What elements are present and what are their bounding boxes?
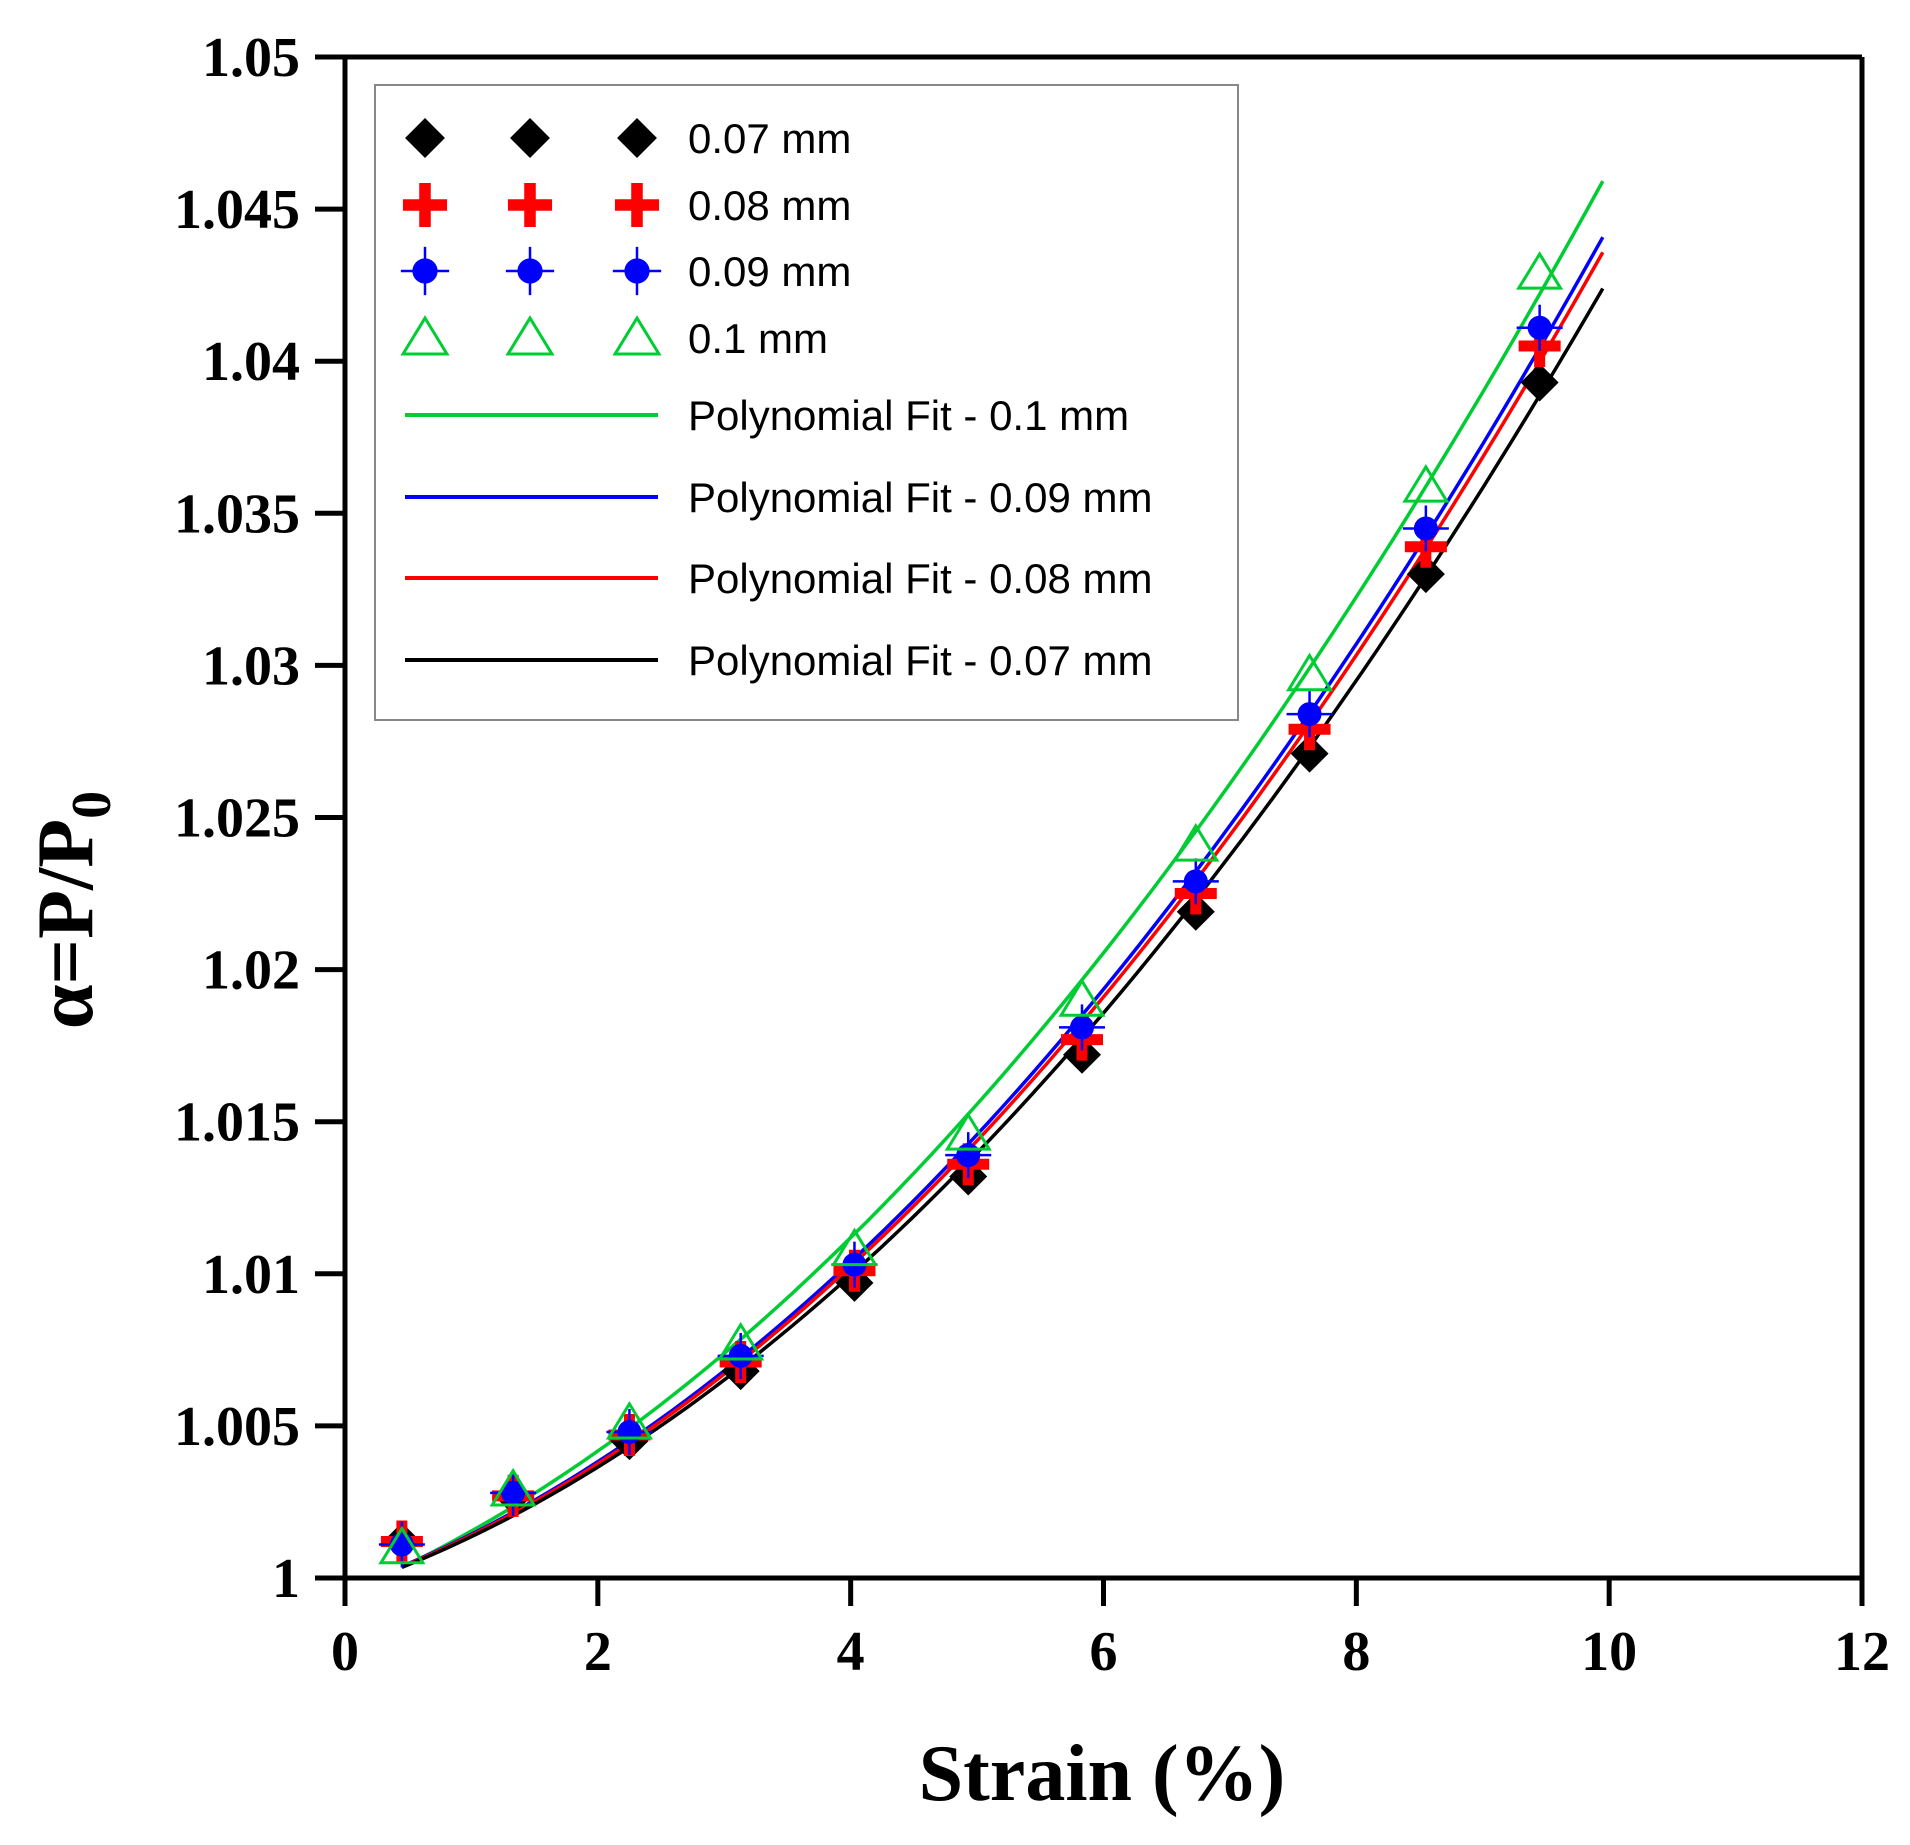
- point-s3-7: [1172, 823, 1220, 862]
- legend-marker-1-1: [507, 182, 553, 228]
- legend: 0.07 mm 0.08 mm 0.09 mm 0.1 mm Polynomial Fi…: [374, 84, 1239, 721]
- y-tick-label-10: 1.05: [202, 27, 300, 89]
- point-s2-8: [1286, 691, 1333, 738]
- y-tick-label-4: 1.02: [202, 940, 300, 1002]
- y-axis-title-subscript: 0: [61, 791, 123, 819]
- point-s2-10: [1516, 304, 1563, 351]
- x-tick-label-3: 6: [1090, 1621, 1118, 1683]
- point-s2-2-dot: [617, 1419, 642, 1444]
- point-s2-3: [717, 1332, 764, 1379]
- point-s2-1: [490, 1469, 537, 1516]
- legend-fit-label-1: Polynomial Fit - 0.09 mm: [688, 474, 1152, 521]
- legend-label-2: 0.09 mm: [688, 248, 851, 295]
- y-tick-label-7: 1.035: [174, 483, 300, 545]
- point-s3-3: [717, 1321, 765, 1361]
- x-tick-label-2: 4: [837, 1621, 865, 1683]
- point-s2-1-dot: [501, 1480, 526, 1505]
- legend-fit-label-0: Polynomial Fit - 0.1 mm: [688, 392, 1129, 439]
- legend-label-3: 0.1 mm: [688, 315, 828, 362]
- point-s3-5: [944, 1111, 992, 1151]
- legend-marker-0-1: [510, 118, 550, 158]
- point-s3-1: [489, 1467, 537, 1507]
- point-s2-9: [1402, 505, 1449, 552]
- point-s3-8: [1285, 652, 1334, 692]
- legend-marker-2-1-dot: [517, 258, 543, 284]
- point-s0-10: [1520, 363, 1559, 402]
- point-s3-4: [830, 1227, 879, 1267]
- legend-marker-2-2: [612, 246, 662, 296]
- y-tick-label-3: 1.015: [174, 1092, 300, 1154]
- point-s3-0: [378, 1525, 426, 1565]
- point-s2-6-dot: [1070, 1015, 1095, 1040]
- point-s3-10: [1516, 251, 1564, 290]
- x-tick-label-1: 2: [584, 1621, 612, 1683]
- y-tick-label-2: 1.01: [202, 1244, 300, 1306]
- x-tick-label-0: 0: [331, 1621, 359, 1683]
- axes: 0 2 4 6 8 10 12 1 1.005 1.01 1.015 1.02 1.025 1.03 1.0…: [174, 27, 1890, 1683]
- legend-marker-3-1: [505, 315, 555, 356]
- y-tick-label-1: 1.005: [174, 1396, 300, 1458]
- point-s3-2: [605, 1400, 654, 1440]
- point-s3-9: [1402, 464, 1450, 503]
- y-axis-title: α=P/P0: [22, 791, 123, 1029]
- point-s0-8: [1290, 734, 1329, 773]
- legend-marker-2-2-dot: [624, 258, 650, 284]
- plot-area: [378, 180, 1605, 1570]
- point-s2-9-dot: [1413, 516, 1438, 541]
- legend-fit-label-2: Polynomial Fit - 0.08 mm: [688, 555, 1152, 602]
- point-s0-9: [1406, 555, 1445, 594]
- y-tick-label-0: 1: [272, 1548, 300, 1610]
- fit-line-0: [401, 180, 1605, 1569]
- legend-marker-3-0: [400, 315, 450, 356]
- point-s2-3-dot: [728, 1343, 753, 1368]
- legend-marker-1-2: [614, 182, 660, 228]
- legend-label-1: 0.08 mm: [688, 182, 851, 229]
- y-tick-label-8: 1.04: [202, 331, 300, 393]
- legend-marker-0-0: [405, 118, 445, 158]
- point-s2-8-dot: [1297, 702, 1322, 727]
- legend-marker-2-0-dot: [412, 258, 438, 284]
- fit-line-1: [401, 236, 1605, 1569]
- fit-line-2: [401, 251, 1605, 1569]
- point-s2-5-dot: [956, 1143, 981, 1168]
- point-s2-6: [1059, 1004, 1106, 1051]
- legend-box: [374, 84, 1239, 721]
- legend-marker-2-0: [400, 246, 450, 296]
- y-axis-title-main: α=P/P: [22, 819, 110, 1029]
- legend-marker-1-0: [402, 182, 448, 228]
- y-tick-label-6: 1.03: [202, 635, 300, 697]
- point-s2-7-dot: [1183, 869, 1208, 894]
- legend-fit-label-3: Polynomial Fit - 0.07 mm: [688, 637, 1152, 684]
- y-tick-label-9: 1.045: [174, 179, 300, 241]
- x-tick-label-5: 10: [1581, 1621, 1637, 1683]
- fit-curves: [401, 180, 1605, 1570]
- legend-marker-3-2: [612, 315, 662, 356]
- x-tick-label-4: 8: [1342, 1621, 1370, 1683]
- legend-label-0: 0.07 mm: [688, 115, 851, 162]
- x-axis-title: Strain (%): [919, 1730, 1286, 1818]
- fit-line-3: [401, 287, 1605, 1570]
- point-s3-6: [1058, 978, 1106, 1017]
- point-s2-7: [1172, 858, 1219, 905]
- y-tick-label-5: 1.025: [174, 788, 300, 850]
- legend-marker-2-1: [505, 246, 555, 296]
- series-3: [378, 251, 1564, 1565]
- point-s2-10-dot: [1527, 315, 1552, 340]
- x-tick-label-6: 12: [1834, 1621, 1890, 1683]
- legend-marker-0-2: [617, 118, 657, 158]
